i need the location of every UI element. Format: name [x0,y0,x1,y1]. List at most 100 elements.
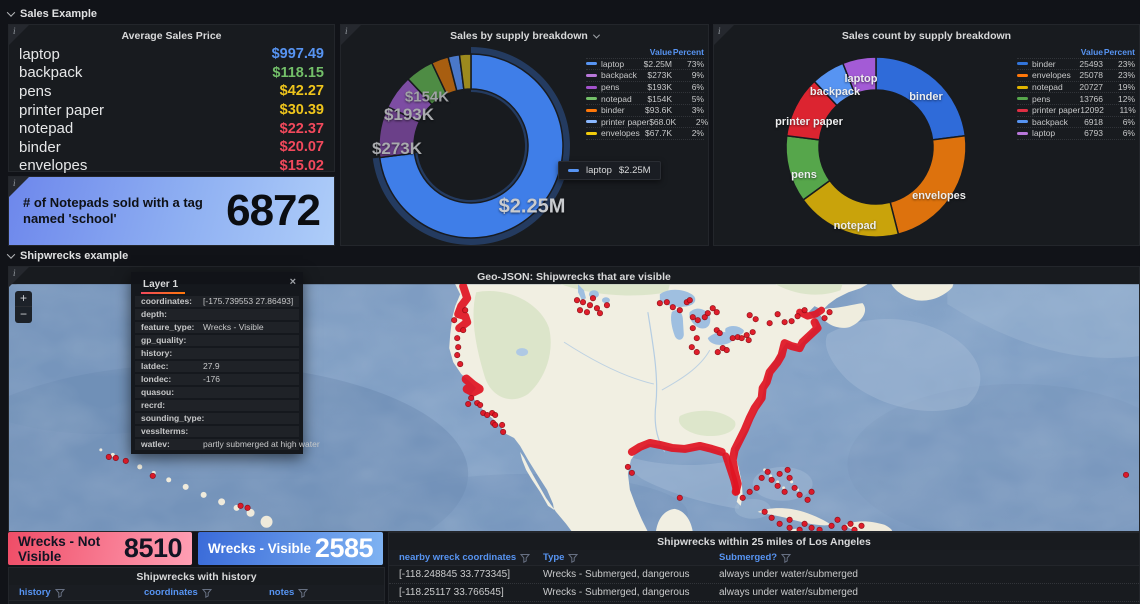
wreck-marker[interactable] [743,332,750,339]
donut-slice-laptop[interactable] [841,56,877,95]
wreck-marker[interactable] [624,463,631,470]
wreck-marker[interactable] [826,309,833,316]
wreck-marker[interactable] [663,299,670,306]
panel-info-icon[interactable]: i [341,25,361,45]
wreck-marker[interactable] [244,504,251,511]
wreck-marker[interactable] [788,318,795,325]
wreck-marker[interactable] [112,454,119,461]
donut-slice-envelopes[interactable] [889,134,967,236]
wreck-marker[interactable] [791,484,798,491]
column-header-nearby-wreck-coordinates[interactable]: nearby wreck coordinates [393,552,537,563]
filter-icon[interactable] [298,588,309,598]
wreck-marker[interactable] [745,337,752,344]
wreck-marker[interactable] [688,344,695,351]
wreck-marker[interactable] [704,310,711,317]
wreck-marker[interactable] [716,330,723,337]
wreck-marker[interactable] [828,522,835,529]
column-header-notes[interactable]: notes [263,587,380,598]
wreck-marker[interactable] [586,302,594,309]
wreck-marker[interactable] [454,352,461,359]
panel-title[interactable]: Sales count by supply breakdown [841,30,1012,42]
legend-item-laptop[interactable]: laptop $2.25M 73% [586,59,704,71]
wreck-marker[interactable] [776,470,783,477]
wreck-marker[interactable] [749,329,756,336]
column-header-submerged?[interactable]: Submerged? [713,552,1135,563]
wreck-marker[interactable] [834,516,841,523]
column-header-history[interactable]: history [13,587,138,598]
wreck-marker[interactable] [689,314,696,321]
wreck-marker[interactable] [786,524,793,531]
filter-icon[interactable] [520,553,531,563]
wreck-marker[interactable] [713,309,720,316]
wreck-marker[interactable] [808,524,815,531]
wreck-marker[interactable] [808,488,815,495]
panel-info-icon[interactable]: i [9,177,29,197]
wreck-marker[interactable] [768,476,775,483]
wreck-marker[interactable] [746,312,753,319]
wreck-marker-cluster[interactable] [722,452,741,496]
wreck-marker[interactable] [603,302,610,309]
wreck-marker[interactable] [796,491,803,498]
panel-title[interactable]: Shipwrecks with history [136,571,257,583]
wreck-marker[interactable] [781,488,788,495]
wreck-marker[interactable] [774,482,781,489]
legend-item-binder[interactable]: binder $93.6K 3% [586,105,704,117]
wreck-marker[interactable] [454,335,461,342]
wreck-markers[interactable] [105,284,1130,532]
wreck-marker[interactable] [579,299,587,306]
wreck-marker[interactable] [455,344,462,351]
wreck-marker[interactable] [851,526,858,532]
legend-item-binder[interactable]: binder 25493 23% [1017,59,1135,71]
zoom-in-button[interactable]: + [15,291,32,307]
wreck-marker[interactable] [796,526,803,532]
wreck-marker[interactable] [729,335,736,342]
wreck-marker[interactable] [784,466,791,473]
sales-by-supply-chart[interactable] [341,25,708,245]
legend-item-pens[interactable]: pens 13766 12% [1017,93,1135,105]
wreck-marker[interactable] [669,304,676,311]
legend-item-envelopes[interactable]: envelopes 25078 23% [1017,70,1135,82]
wreck-marker[interactable] [764,468,771,475]
wreck-marker[interactable] [573,297,581,304]
wreck-marker[interactable] [752,316,759,323]
legend-item-printer-paper[interactable]: printer paper 12092 11% [1017,105,1136,117]
wreck-marker[interactable] [122,457,129,464]
wreck-marker[interactable] [596,310,603,317]
wreck-marker[interactable] [457,361,464,368]
legend-item-notepad[interactable]: notepad $154K 5% [586,93,704,105]
wreck-marker[interactable] [593,305,601,312]
wreck-marker[interactable] [484,411,491,419]
wreck-marker[interactable] [465,400,472,408]
wreck-marker[interactable] [451,317,458,324]
legend-item-laptop[interactable]: laptop 6793 6% [1017,128,1135,140]
panel-info-icon[interactable]: i [9,25,29,45]
legend-item-backpack[interactable]: backpack 6918 6% [1017,117,1135,129]
wreck-marker[interactable] [656,300,663,307]
legend-item-printer-paper[interactable]: printer paper $68.0K 2% [586,117,708,129]
wreck-marker[interactable] [753,484,760,491]
legend-item-backpack[interactable]: backpack $273K 9% [586,70,704,82]
legend-value-header[interactable]: Value [649,47,672,58]
wreck-marker[interactable] [701,314,708,321]
wreck-marker[interactable] [816,526,823,532]
wreck-marker[interactable] [694,317,701,324]
wreck-marker[interactable] [676,494,683,501]
wreck-marker[interactable] [801,520,808,527]
wreck-marker[interactable] [676,307,683,314]
section-shipwrecks-example[interactable]: Shipwrecks example [6,250,128,262]
wreck-marker[interactable] [709,305,716,312]
wreck-marker[interactable] [583,309,591,316]
wreck-marker[interactable] [460,327,467,334]
donut-slice-laptop[interactable] [378,53,564,239]
wreck-marker[interactable] [781,319,788,326]
wreck-marker[interactable] [758,474,765,481]
wreck-marker[interactable] [468,394,475,402]
panel-title[interactable]: Average Sales Price [121,30,222,42]
table-row[interactable]: [-118.248845 33.773345] Wrecks - Submerge… [389,566,1139,584]
legend-percent-header[interactable]: Percent [1103,47,1135,58]
zoom-out-button[interactable]: − [19,307,27,321]
wreck-marker-cluster[interactable] [728,318,822,496]
wreck-marker[interactable] [499,421,506,429]
wreck-marker[interactable] [628,469,635,476]
wreck-marker[interactable] [686,297,693,304]
